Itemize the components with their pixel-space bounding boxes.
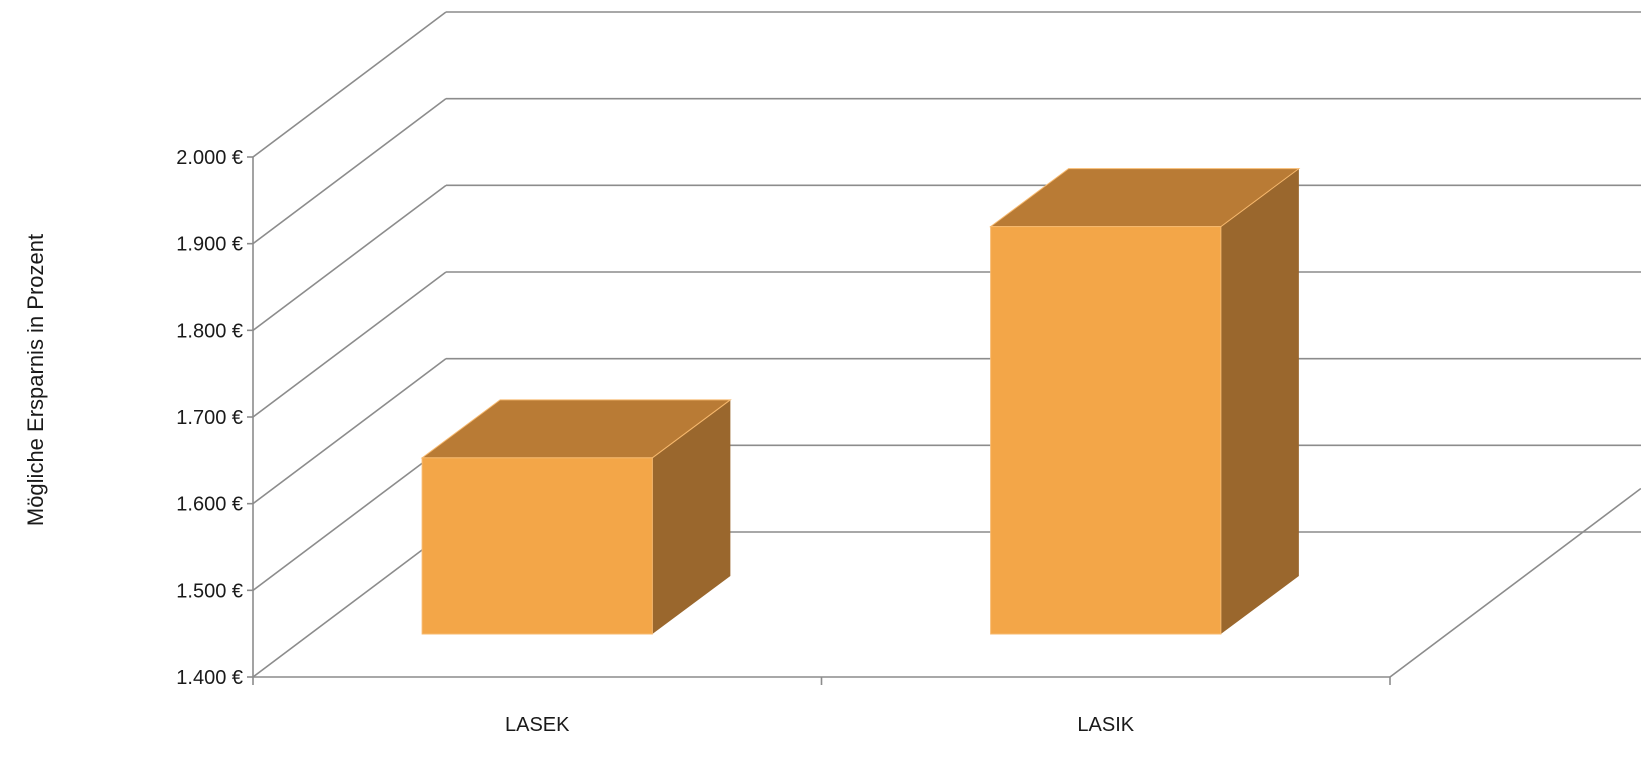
y-tick-label: 1.500 € (176, 580, 243, 602)
x-tick-labels: LASEK LASIK (505, 714, 1135, 736)
y-tick-label: 1.400 € (176, 667, 243, 689)
y-axis-title: Mögliche Ersparnis in Prozent (23, 234, 48, 526)
bar-side (1220, 168, 1299, 634)
bar-lasek (420, 399, 732, 635)
x-tick-label: LASEK (505, 714, 570, 736)
x-tick-label: LASIK (1077, 714, 1134, 736)
axes (247, 156, 1641, 685)
bar-front (990, 226, 1222, 635)
y-tick-label: 1.800 € (176, 320, 243, 342)
gridline-diagonal (252, 184, 447, 331)
bar-front (421, 457, 653, 635)
bars (420, 168, 1301, 635)
gridline-diagonal (252, 271, 447, 418)
y-tick-label: 1.900 € (176, 234, 243, 256)
gridline-diagonal (252, 444, 447, 591)
gridline-diagonal (252, 358, 447, 505)
gridline-diagonal (252, 11, 447, 158)
gridline-diagonal (252, 531, 447, 678)
bar-lasik (989, 168, 1301, 635)
y-tick-label: 1.700 € (176, 407, 243, 429)
gridline-diagonal (252, 98, 447, 245)
floor-right-edge (1389, 487, 1641, 678)
y-tick-label: 1.600 € (176, 494, 243, 516)
bar-side (652, 399, 731, 634)
y-tick-labels: 1.400 € 1.500 € 1.600 € 1.700 € 1.800 € 1.900… (176, 147, 243, 689)
y-tick-label: 2.000 € (176, 147, 243, 169)
